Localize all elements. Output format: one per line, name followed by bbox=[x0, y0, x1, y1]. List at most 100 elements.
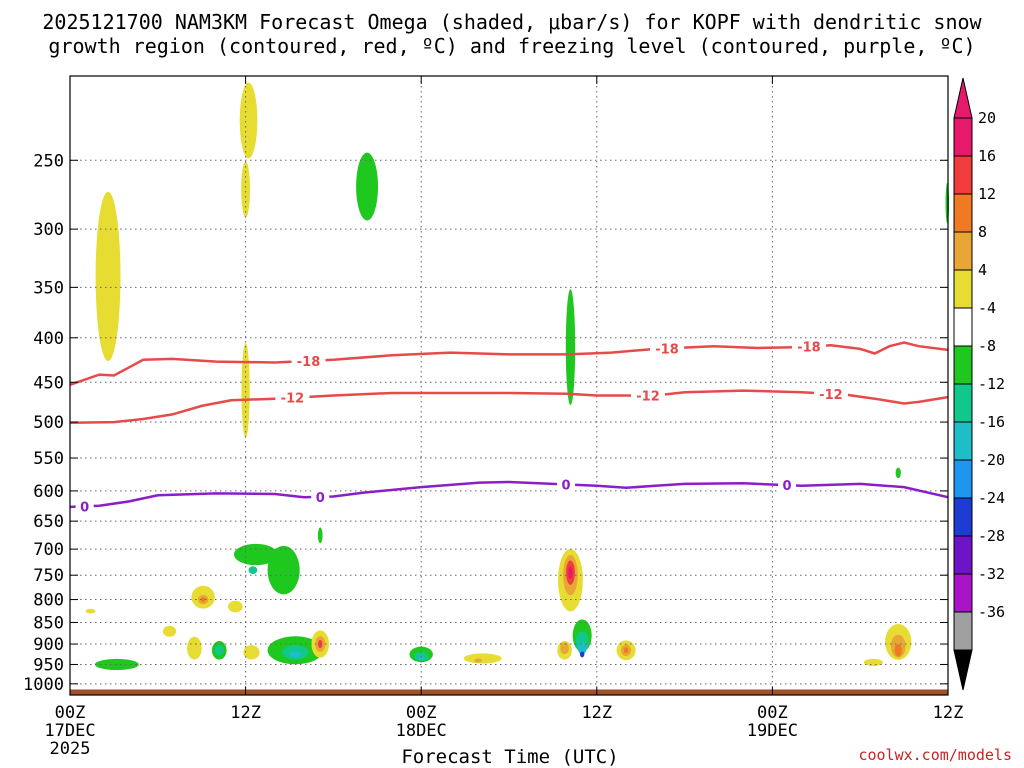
y-tick-label-800: 800 bbox=[33, 591, 64, 611]
colorbar-label-20: 20 bbox=[978, 109, 996, 127]
contour-label-bg-dgz-minus-12-0 bbox=[275, 389, 310, 406]
y-tick-label-650: 650 bbox=[33, 512, 64, 532]
colorbar-label--32: -32 bbox=[978, 565, 1005, 583]
colorbar-label-8: 8 bbox=[978, 223, 987, 241]
contour-label-freezing-level-0-0: 0 bbox=[80, 500, 89, 515]
colorbar-swatch--32 bbox=[953, 573, 973, 613]
contour-label-freezing-level-0-2: 0 bbox=[562, 479, 571, 494]
x-tick-label-12: 12Z bbox=[230, 703, 261, 723]
x-tick-label-36: 12Z bbox=[581, 703, 612, 723]
terrain-bar bbox=[70, 689, 948, 695]
omega-ascent-low-12 bbox=[863, 658, 883, 667]
colorbar-swatch-12 bbox=[953, 193, 973, 233]
omega-ascent-low-4 bbox=[228, 600, 243, 613]
omega-descent-low-5b bbox=[214, 645, 224, 656]
plot-background bbox=[70, 76, 948, 695]
contour-label-dgz-minus-18-2: -18 bbox=[797, 341, 821, 356]
omega-ascent-low-1 bbox=[85, 608, 96, 614]
colorbar-label-12: 12 bbox=[978, 185, 996, 203]
x-tick-label-60: 12Z bbox=[933, 703, 964, 723]
colorbar-bottom-arrow bbox=[953, 649, 973, 691]
omega-descent-low-7d bbox=[579, 651, 585, 658]
contour-label-dgz-minus-12-0: -12 bbox=[281, 392, 305, 407]
y-tick-label-550: 550 bbox=[33, 449, 64, 469]
omega-ascent-low-2 bbox=[162, 625, 177, 637]
colorbar-top-arrow bbox=[953, 77, 973, 119]
contour-dgz-minus-18 bbox=[69, 341, 949, 386]
colorbar-swatch--4 bbox=[953, 307, 973, 347]
colorbar-label-4: 4 bbox=[978, 261, 987, 279]
colorbar-swatch-20 bbox=[953, 117, 973, 157]
x-tick-date-48: 19DEC bbox=[747, 721, 798, 741]
omega-descent-low-4c bbox=[289, 651, 302, 658]
y-tick-label-450: 450 bbox=[33, 373, 64, 393]
omega-descent-low-2 bbox=[233, 543, 278, 566]
colorbar-label--4: -4 bbox=[978, 299, 996, 317]
contour-label-bg-freezing-level-0-0 bbox=[75, 498, 94, 515]
x-tick-date-24: 18DEC bbox=[396, 721, 447, 741]
contour-label-bg-freezing-level-0-2 bbox=[557, 476, 576, 493]
colorbar-swatch--12 bbox=[953, 383, 973, 423]
contour-label-bg-freezing-level-0-3 bbox=[778, 477, 797, 494]
omega-descent-mid-strip bbox=[565, 289, 576, 406]
omega-ascent-low-5 bbox=[187, 636, 202, 660]
x-tick-label-24: 00Z bbox=[406, 703, 437, 723]
colorbar-label--20: -20 bbox=[978, 451, 1005, 469]
colorbar-label--16: -16 bbox=[978, 413, 1005, 431]
contour-label-freezing-level-0-3: 0 bbox=[783, 479, 792, 494]
colorbar-label--8: -8 bbox=[978, 337, 996, 355]
omega-ascent-low-8b bbox=[474, 658, 482, 663]
contour-label-dgz-minus-18-1: -18 bbox=[655, 342, 679, 357]
plot-frame bbox=[69, 75, 949, 696]
chart-title-line-2: growth region (contoured, red, ºC) and f… bbox=[48, 34, 975, 58]
y-tick-label-600: 600 bbox=[33, 482, 64, 502]
contour-freezing-level-0 bbox=[69, 480, 949, 509]
contour-label-dgz-minus-12-2: -12 bbox=[819, 388, 843, 403]
omega-descent-low-6c bbox=[418, 656, 425, 661]
contour-label-bg-dgz-minus-18-2 bbox=[791, 338, 826, 355]
contour-label-bg-freezing-level-0-1 bbox=[311, 488, 330, 505]
colorbar-label--24: -24 bbox=[978, 489, 1005, 507]
omega-ascent-low-8 bbox=[463, 653, 502, 664]
contour-label-bg-dgz-minus-18-0 bbox=[291, 352, 326, 369]
credit-text: coolwx.com/models bbox=[858, 746, 1012, 764]
y-tick-label-250: 250 bbox=[33, 151, 64, 171]
y-tick-label-850: 850 bbox=[33, 613, 64, 633]
colorbar-swatch--36 bbox=[953, 611, 973, 651]
omega-ascent-low-6 bbox=[243, 645, 260, 660]
colorbar-swatch-4 bbox=[953, 269, 973, 309]
contour-label-dgz-minus-12-1: -12 bbox=[636, 389, 660, 404]
omega-descent-low-3 bbox=[267, 545, 300, 595]
contour-label-freezing-level-0-1: 0 bbox=[316, 491, 325, 506]
colorbar-label--12: -12 bbox=[978, 375, 1005, 393]
colorbar-label-16: 16 bbox=[978, 147, 996, 165]
y-tick-label-1000: 1000 bbox=[23, 675, 64, 695]
contour-dgz-minus-12 bbox=[69, 389, 949, 425]
colorbar-swatch-8 bbox=[953, 231, 973, 271]
omega-descent-small-1 bbox=[895, 467, 901, 479]
omega-ascent-low-11c bbox=[623, 647, 629, 654]
omega-descent-small-2 bbox=[317, 527, 323, 544]
colorbar-swatch--16 bbox=[953, 421, 973, 461]
omega-ascent-upper-1 bbox=[95, 191, 121, 362]
colorbar-label--28: -28 bbox=[978, 527, 1005, 545]
contour-label-bg-dgz-minus-18-1 bbox=[650, 340, 685, 357]
omega-ascent-low-3c bbox=[200, 597, 206, 602]
x-tick-date-0: 17DEC bbox=[44, 721, 95, 741]
contour-label-dgz-minus-18-0: -18 bbox=[297, 355, 321, 370]
y-tick-label-900: 900 bbox=[33, 635, 64, 655]
omega-ascent-low-9d bbox=[568, 566, 573, 579]
y-tick-label-300: 300 bbox=[33, 220, 64, 240]
plot-area: -18 -18 -18 -12 -12 -12 0 0 0 0 250 300 350 400 450 500… bbox=[23, 75, 1005, 759]
x-axis-label: Forecast Time (UTC) bbox=[401, 746, 618, 768]
omega-ascent-upper-3 bbox=[241, 161, 250, 218]
x-tick-label-0: 00Z bbox=[55, 703, 86, 723]
y-tick-label-350: 350 bbox=[33, 278, 64, 298]
y-tick-label-500: 500 bbox=[33, 413, 64, 433]
omega-descent-low-3b bbox=[248, 566, 258, 574]
contour-label-bg-dgz-minus-12-1 bbox=[631, 387, 666, 404]
colorbar-swatch--8 bbox=[953, 345, 973, 385]
omega-descent-low-1 bbox=[94, 658, 139, 671]
colorbar-label--36: -36 bbox=[978, 603, 1005, 621]
